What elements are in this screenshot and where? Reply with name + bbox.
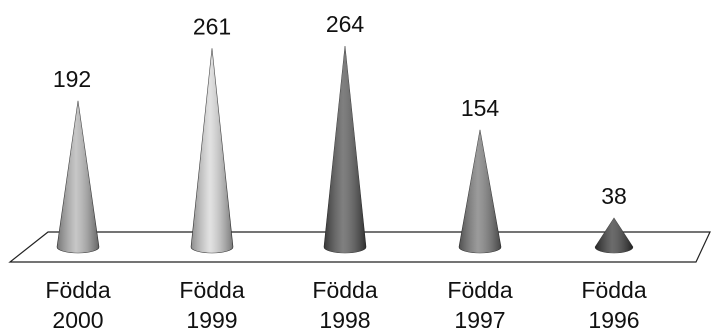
value-label: 192 [53,66,91,92]
category-year-label: 1997 [454,307,505,333]
cone-bar [594,217,634,254]
value-label: 154 [461,95,500,121]
category-label: Födda [447,277,512,303]
category-label: Födda [45,277,110,303]
category-year-label: 2000 [52,307,103,333]
cone-bar [56,100,100,254]
category-label: Födda [581,277,646,303]
chart-labels: 192 Födda 2000 261 Födda 1999 264 Födda 1998 154 F… [45,11,646,333]
value-label: 38 [601,183,627,209]
category-year-label: 1998 [319,307,370,333]
chart-marks [56,45,634,254]
cone-bar [190,48,234,254]
category-year-label: 1996 [588,307,639,333]
value-label: 261 [193,13,231,39]
cone-bar [323,45,367,254]
category-year-label: 1999 [186,307,237,333]
cone-bar [458,129,502,254]
category-label: Födda [312,277,377,303]
value-label: 264 [326,11,365,37]
category-label: Födda [179,277,244,303]
